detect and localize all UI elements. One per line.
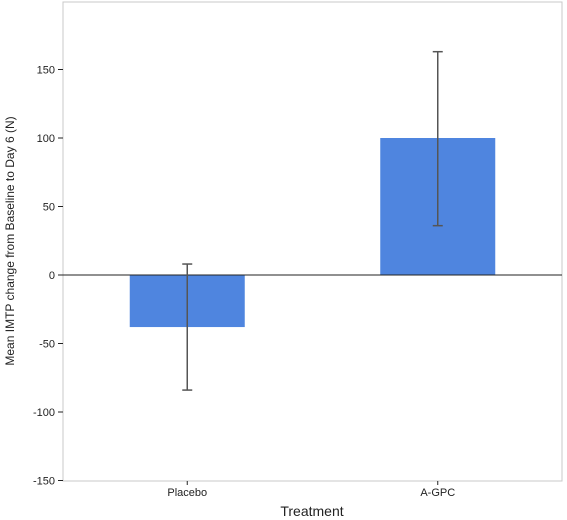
y-tick-label: 0 — [49, 270, 55, 282]
y-axis-title: Mean IMTP change from Baseline to Day 6 … — [3, 116, 17, 365]
x-tick-label: A-GPC — [420, 487, 455, 499]
y-tick-label: 100 — [37, 133, 55, 145]
plot-area-frame — [62, 1, 563, 482]
y-tick-label: -150 — [33, 476, 55, 488]
y-tick-label: 50 — [43, 202, 55, 214]
y-tick-label: 150 — [37, 65, 55, 77]
y-tick-label: -100 — [33, 407, 55, 419]
x-axis-title: Treatment — [280, 503, 343, 519]
x-tick-label: Placebo — [167, 487, 207, 499]
y-tick-label: -50 — [39, 339, 55, 351]
